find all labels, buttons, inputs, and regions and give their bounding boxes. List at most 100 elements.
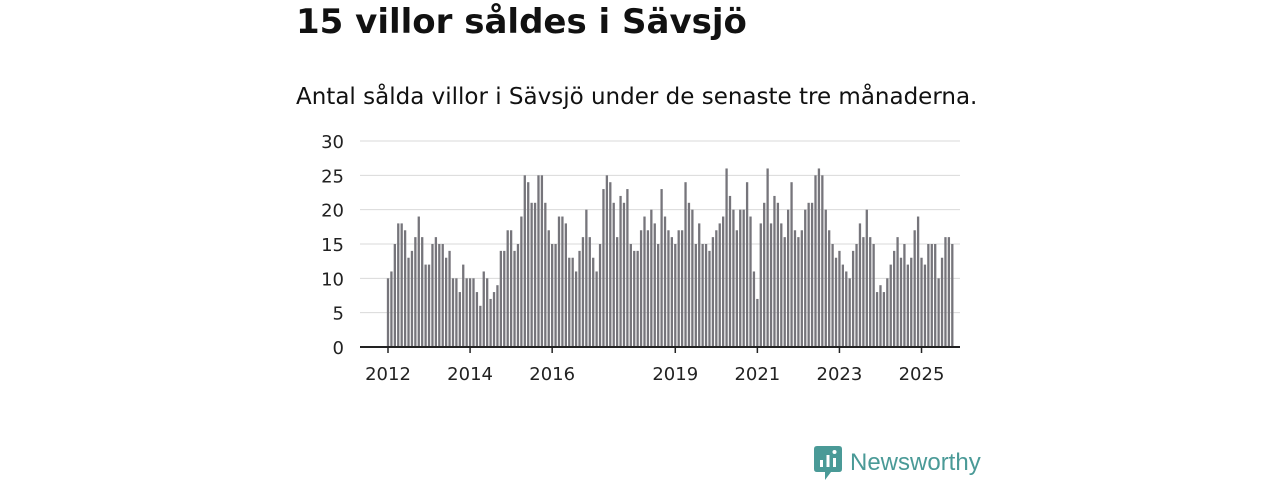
bar [769,223,773,347]
bar [910,257,913,347]
bar [629,244,632,347]
bar [455,278,458,347]
bar [797,237,800,347]
bar [766,168,769,347]
bar [523,175,526,347]
bar [920,257,923,347]
bar [674,244,677,347]
bar [622,202,626,347]
bar [937,278,940,347]
bar [793,230,797,347]
y-tick-label: 5 [333,304,344,325]
chart-subtitle: Antal sålda villor i Sävsjö under de sen… [296,84,978,110]
bar [889,264,892,347]
bar [427,264,431,347]
bar [739,209,742,347]
bar [687,202,691,347]
bar [602,189,605,347]
bar [848,278,851,347]
bar [551,244,554,347]
bar [718,223,721,347]
x-tick-label: 2012 [365,364,411,385]
bar [951,244,954,347]
bar [421,237,424,347]
y-tick-label: 30 [321,132,344,153]
bar [537,175,540,347]
bar [722,216,725,347]
bar [530,202,533,347]
y-tick-label: 0 [333,338,344,359]
bar [680,230,684,347]
bar [499,250,503,347]
bar [407,257,410,347]
bar [851,250,855,347]
bar [657,244,660,347]
bar [677,230,680,347]
bar [393,244,396,347]
brand-logo: Newsworthy [814,446,981,480]
bar [588,237,591,347]
bar [715,230,718,347]
bar [598,244,602,347]
bar [944,237,947,347]
bar [927,244,930,347]
bar [862,237,865,347]
bar [893,250,896,347]
bar [619,195,622,347]
bar [503,250,506,347]
bar [824,209,827,347]
bar [458,292,461,347]
bar [441,244,444,347]
bar [540,175,544,347]
bar [465,278,468,347]
bar [400,223,403,347]
x-tick-label: 2025 [899,364,945,385]
bar [831,244,834,347]
bar [533,202,537,347]
x-tick-label: 2019 [652,364,698,385]
bar [773,195,776,347]
bar [916,216,920,347]
bar [417,216,420,347]
x-tick-label: 2014 [447,364,493,385]
bar [732,209,735,347]
highlight-value-label: 15 [952,0,972,4]
bar [828,230,831,347]
bar [800,230,803,347]
bar [557,216,561,347]
bar [653,223,656,347]
bar [790,182,793,347]
bar [834,257,838,347]
bar [482,271,485,347]
bar [783,237,786,347]
x-tick-label: 2021 [734,364,780,385]
bar [838,250,841,347]
bar [807,202,810,347]
bar [646,230,650,347]
bar [667,230,670,347]
bar [520,216,523,347]
bar [694,244,697,347]
bar [817,168,821,347]
bar [468,278,472,347]
bar [643,216,646,347]
bar [704,244,708,347]
bar [568,257,571,347]
bar [691,209,694,347]
bar [410,250,414,347]
bar [684,182,687,347]
bar [745,182,749,347]
bar [636,250,639,347]
bar [475,292,479,347]
bar [626,189,629,347]
bar [434,237,438,347]
bar [486,278,489,347]
bar [930,244,933,347]
bar [663,216,667,347]
y-tick-label: 20 [321,201,344,222]
bar [804,209,807,347]
y-tick-label: 15 [321,235,344,256]
bar [903,244,906,347]
bar [612,202,615,347]
